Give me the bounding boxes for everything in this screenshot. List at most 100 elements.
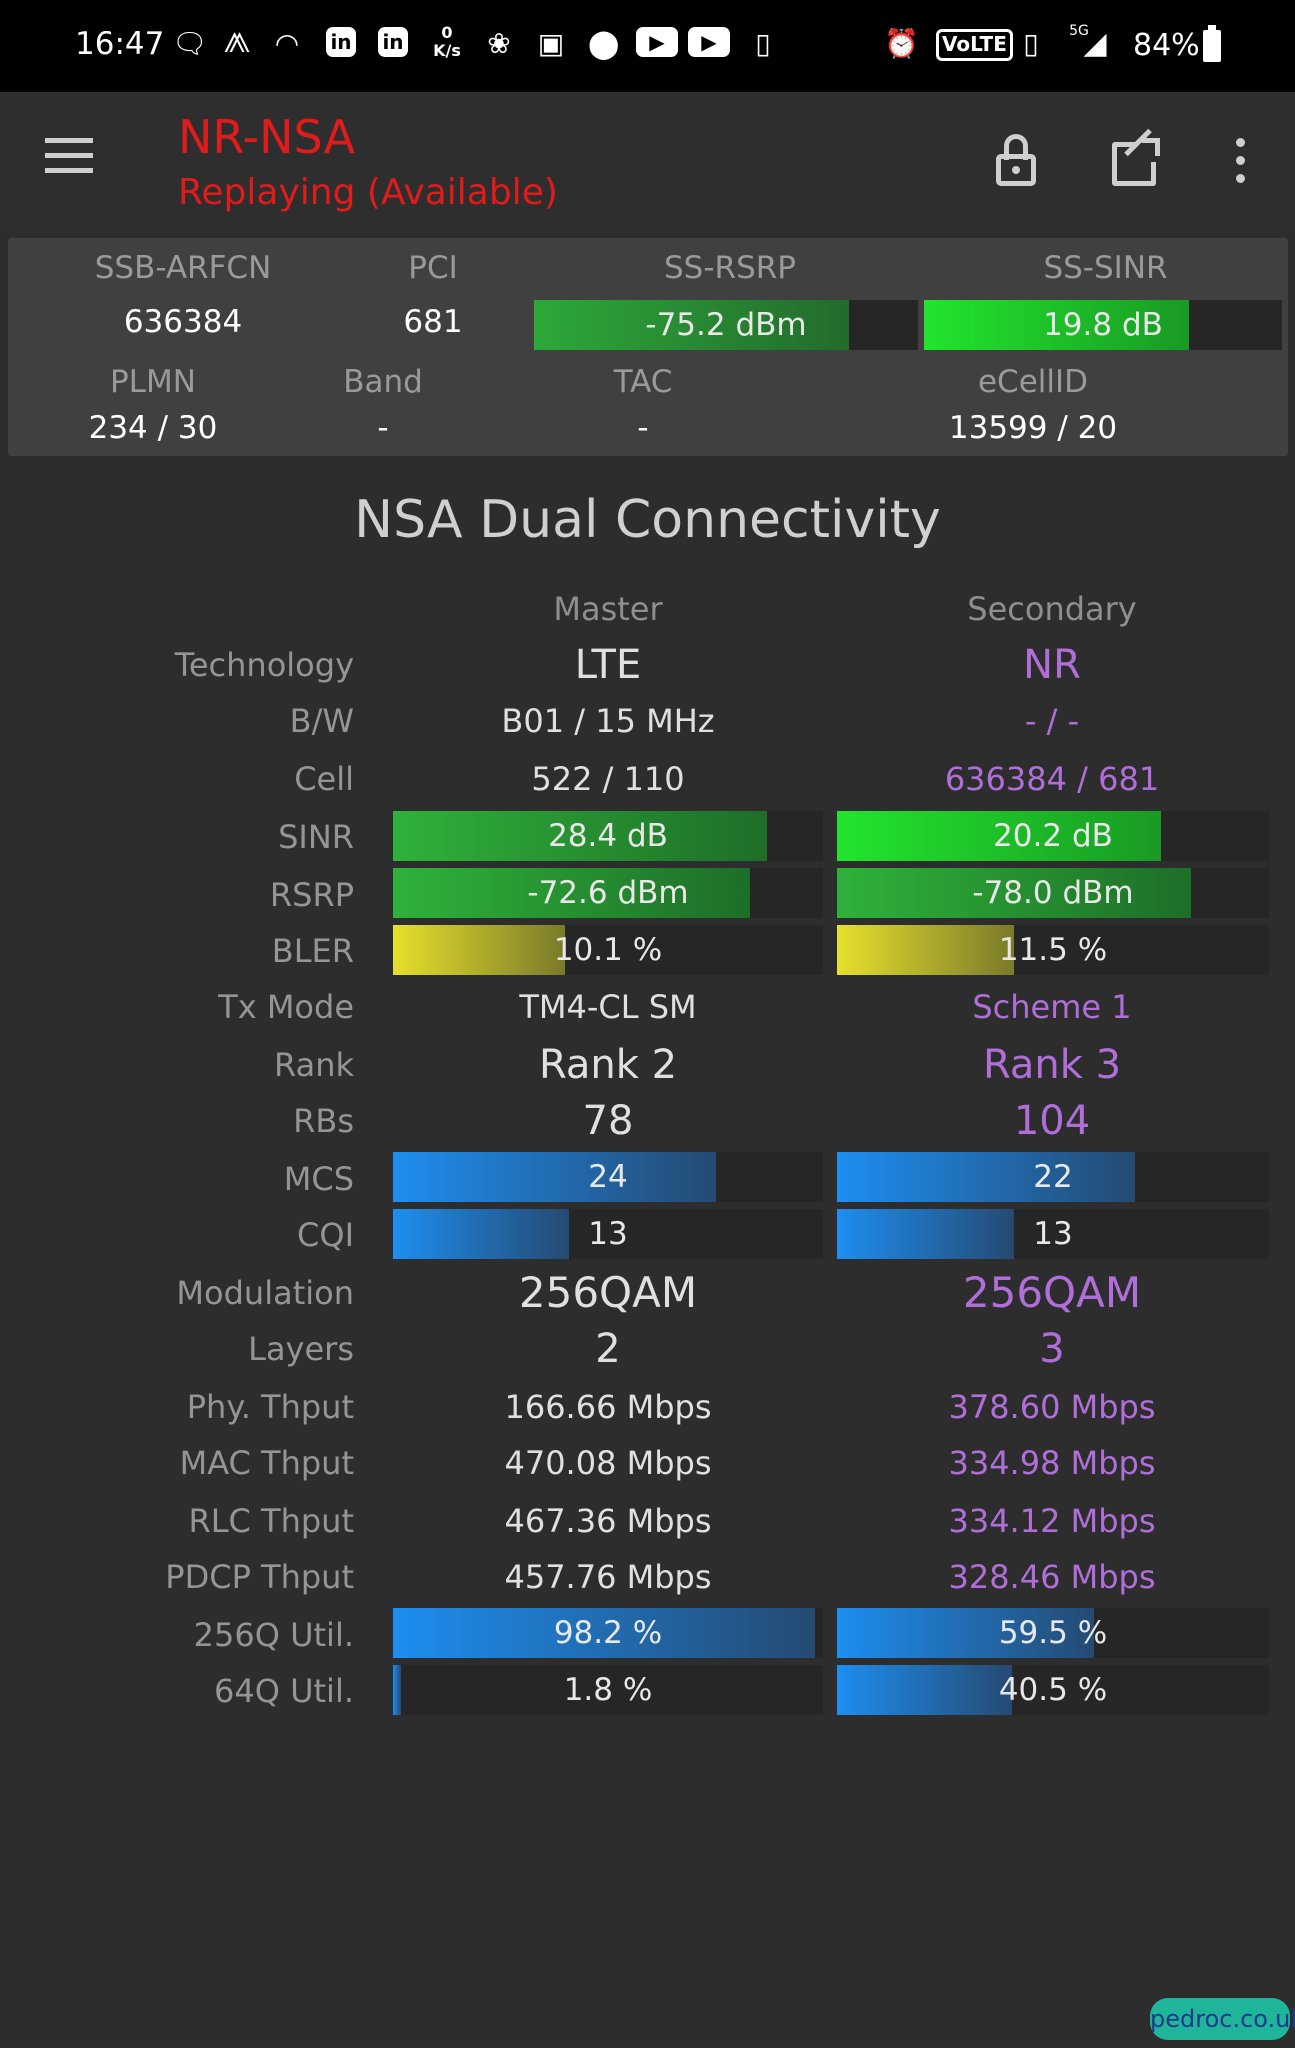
youtube-icon: ▶ — [688, 27, 730, 57]
sinr-label: SINR — [278, 818, 354, 856]
sinr-master-bar: 28.4 dB — [393, 811, 823, 861]
util-256q-master-value: 98.2 % — [553, 1615, 663, 1651]
tac-value: - — [637, 410, 649, 446]
util-64q-label: 64Q Util. — [214, 1672, 354, 1710]
menu-icon[interactable] — [45, 138, 93, 178]
util-256q-master-bar: 98.2 % — [393, 1608, 823, 1658]
app-toolbar: NR-NSA Replaying (Available) — [0, 92, 1295, 230]
util-256q-label: 256Q Util. — [193, 1616, 354, 1654]
section-title: NSA Dual Connectivity — [354, 490, 941, 550]
rlc-thput-label: RLC Thput — [188, 1502, 354, 1540]
layers-secondary: 3 — [1039, 1326, 1065, 1372]
status-bar: 16:47 🗨 ⨇ ◠ in in 0 K/s ❀ ▣ ⬤ ▶ ▶ ▯ ⏰ VoL… — [0, 0, 1295, 92]
summary-panel: SSB-ARFCN PCI SS-RSRP SS-SINR 636384 681… — [8, 238, 1288, 456]
cqi-master-value: 13 — [588, 1216, 628, 1252]
ss-rsrp-label: SS-RSRP — [664, 250, 796, 286]
lock-icon[interactable] — [990, 130, 1046, 190]
mcs-label: MCS — [283, 1160, 354, 1198]
rank-secondary: Rank 3 — [982, 1042, 1122, 1088]
ssb-arfcn-label: SSB-ARFCN — [94, 250, 272, 286]
bler-master-fill — [393, 925, 565, 975]
util-256q-secondary-value: 59.5 % — [998, 1615, 1108, 1651]
rsrp-secondary-bar: -78.0 dBm — [837, 868, 1269, 918]
sinr-master-value: 28.4 dB — [548, 818, 668, 854]
cell-secondary: 636384 / 681 — [944, 760, 1160, 798]
mcs-master-bar: 24 — [393, 1152, 823, 1202]
more-options-icon[interactable] — [1212, 130, 1268, 190]
sinr-secondary-value: 20.2 dB — [993, 818, 1113, 854]
util-256q-secondary-bar: 59.5 % — [837, 1608, 1269, 1658]
network-speed-icon: 0 K/s — [432, 23, 462, 60]
location-icon: ⬤ — [588, 27, 620, 60]
phy-thput-secondary: 378.60 Mbps — [948, 1388, 1156, 1426]
download-icon: ▯ — [755, 27, 771, 60]
cqi-secondary-value: 13 — [1033, 1216, 1073, 1252]
util-64q-secondary-bar: 40.5 % — [837, 1665, 1269, 1715]
bw-master: B01 / 15 MHz — [501, 702, 715, 740]
pdcp-thput-label: PDCP Thput — [165, 1558, 354, 1596]
mac-thput-master: 470.08 Mbps — [504, 1444, 712, 1482]
util-64q-secondary-fill — [837, 1665, 1012, 1715]
5g-signal-icon: ◢ — [1083, 26, 1107, 61]
util-256q-secondary-fill — [837, 1608, 1095, 1658]
plmn-value: 234 / 30 — [88, 410, 218, 446]
rbs-secondary: 104 — [1013, 1098, 1091, 1144]
network-speed-value: 0 — [441, 23, 453, 42]
tac-label: TAC — [613, 364, 673, 400]
phy-thput-master: 166.66 Mbps — [504, 1388, 712, 1426]
chat-icon: 🗨 — [172, 27, 208, 60]
cell-master: 522 / 110 — [531, 760, 685, 798]
sinr-master-fill — [393, 811, 768, 861]
tx-mode-label: Tx Mode — [218, 988, 354, 1026]
rsrp-master-bar: -72.6 dBm — [393, 868, 823, 918]
cqi-secondary-fill — [837, 1209, 1015, 1259]
layers-master: 2 — [595, 1326, 621, 1372]
ss-sinr-bar-fill — [924, 300, 1189, 350]
phy-thput-label: Phy. Thput — [186, 1388, 354, 1426]
ss-sinr-bar: 19.8 dB — [924, 300, 1282, 350]
pdcp-thput-master: 457.76 Mbps — [504, 1558, 712, 1596]
bler-secondary-fill — [837, 925, 1015, 975]
util-64q-master-bar: 1.8 % — [393, 1665, 823, 1715]
technology-label: Technology — [174, 646, 354, 684]
technology-secondary: NR — [1023, 642, 1081, 688]
modulation-secondary: 256QAM — [962, 1268, 1142, 1317]
ss-sinr-label: SS-SINR — [1043, 250, 1168, 286]
mcs-secondary-bar: 22 — [837, 1152, 1269, 1202]
rsrp-secondary-fill — [837, 868, 1192, 918]
app-subtitle: Replaying (Available) — [178, 172, 558, 213]
battery-percent: 84% — [1133, 28, 1200, 63]
mcs-secondary-fill — [837, 1152, 1136, 1202]
secondary-column-header: Secondary — [967, 590, 1137, 628]
rlc-thput-secondary: 334.12 Mbps — [948, 1502, 1156, 1540]
image-icon: ▣ — [537, 27, 565, 60]
app-icon: ❀ — [487, 27, 511, 60]
youtube-icon: ▶ — [636, 27, 678, 57]
ecellid-label: eCellID — [977, 364, 1089, 400]
rank-label: Rank — [274, 1046, 354, 1084]
band-value: - — [377, 410, 389, 446]
tx-mode-secondary: Scheme 1 — [972, 988, 1132, 1026]
bler-master-value: 10.1 % — [553, 932, 663, 968]
bler-label: BLER — [271, 932, 354, 970]
band-label: Band — [343, 364, 423, 400]
pdcp-thput-secondary: 328.46 Mbps — [948, 1558, 1156, 1596]
network-speed-unit: K/s — [433, 41, 461, 60]
open-external-icon[interactable] — [1108, 128, 1164, 190]
cqi-master-fill — [393, 1209, 570, 1259]
cqi-secondary-bar: 13 — [837, 1209, 1269, 1259]
sinr-secondary-fill — [837, 811, 1161, 861]
sinr-secondary-bar: 20.2 dB — [837, 811, 1269, 861]
rsrp-secondary-value: -78.0 dBm — [972, 875, 1134, 911]
plmn-label: PLMN — [110, 364, 196, 400]
ss-rsrp-bar: -75.2 dBm — [534, 300, 918, 350]
util-64q-master-fill — [393, 1665, 401, 1715]
tx-mode-master: TM4-CL SM — [519, 988, 697, 1026]
ss-sinr-value: 19.8 dB — [1043, 307, 1163, 343]
modulation-master: 256QAM — [518, 1268, 698, 1317]
layers-label: Layers — [248, 1330, 354, 1368]
watermark: pedroc.co.uk — [1150, 1998, 1295, 2040]
cqi-label: CQI — [297, 1216, 354, 1254]
mac-thput-label: MAC Thput — [179, 1444, 354, 1482]
util-64q-master-value: 1.8 % — [563, 1672, 653, 1708]
